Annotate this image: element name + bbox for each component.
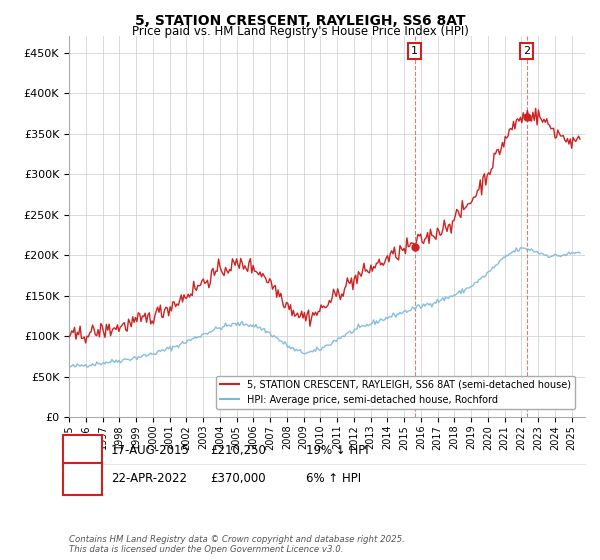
Text: 6% ↑ HPI: 6% ↑ HPI bbox=[306, 472, 361, 486]
Text: £210,250: £210,250 bbox=[210, 444, 266, 458]
Text: 22-APR-2022: 22-APR-2022 bbox=[111, 472, 187, 486]
Text: 17-AUG-2015: 17-AUG-2015 bbox=[111, 444, 190, 458]
Text: Price paid vs. HM Land Registry's House Price Index (HPI): Price paid vs. HM Land Registry's House … bbox=[131, 25, 469, 38]
Text: Contains HM Land Registry data © Crown copyright and database right 2025.
This d: Contains HM Land Registry data © Crown c… bbox=[69, 535, 405, 554]
Text: 1: 1 bbox=[411, 46, 418, 56]
Text: 2: 2 bbox=[523, 46, 530, 56]
Text: £370,000: £370,000 bbox=[210, 472, 266, 486]
Text: 2: 2 bbox=[79, 472, 86, 486]
Text: 5, STATION CRESCENT, RAYLEIGH, SS6 8AT: 5, STATION CRESCENT, RAYLEIGH, SS6 8AT bbox=[135, 14, 465, 28]
Text: 19% ↓ HPI: 19% ↓ HPI bbox=[306, 444, 368, 458]
Legend: 5, STATION CRESCENT, RAYLEIGH, SS6 8AT (semi-detached house), HPI: Average price: 5, STATION CRESCENT, RAYLEIGH, SS6 8AT (… bbox=[216, 376, 575, 409]
Text: 1: 1 bbox=[79, 444, 86, 458]
